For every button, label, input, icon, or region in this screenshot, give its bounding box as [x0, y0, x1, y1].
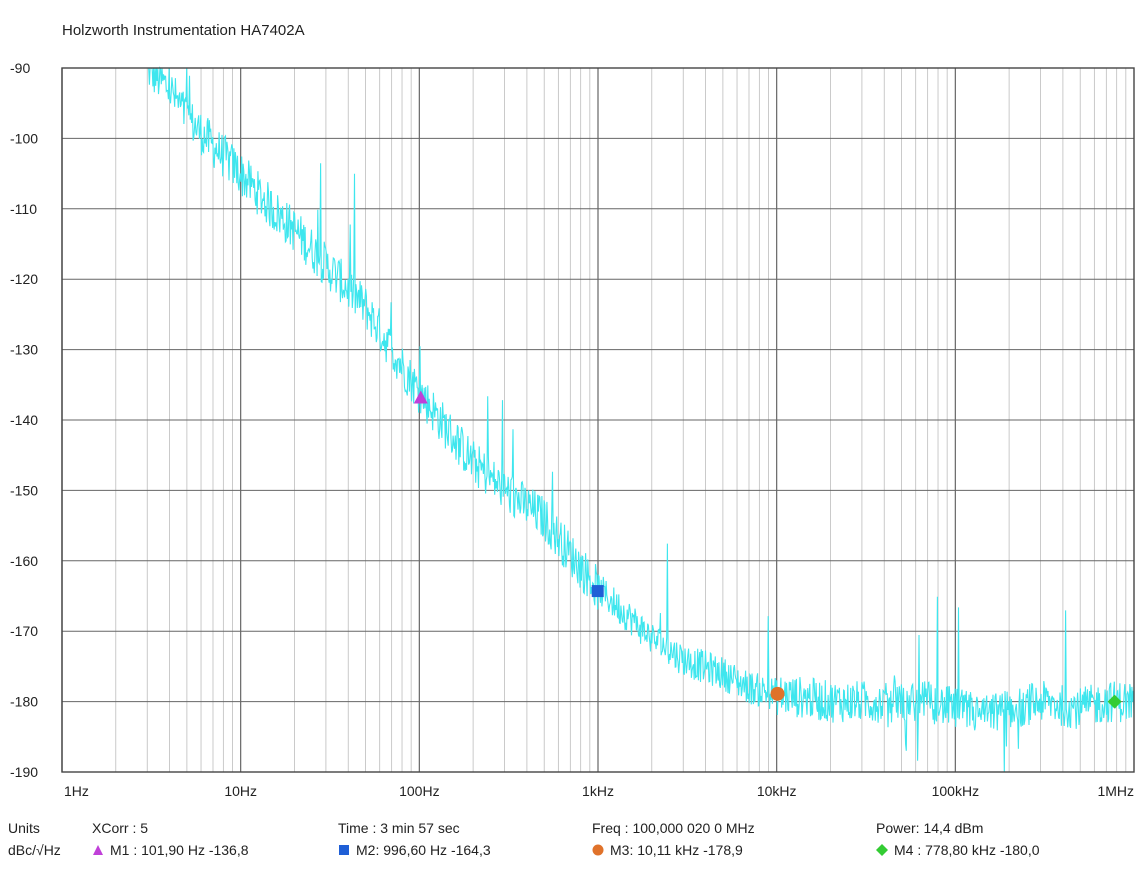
y-tick-label: -150: [10, 482, 38, 498]
m1-text: M1 : 101,90 Hz -136,8: [110, 842, 249, 858]
m4-readout: M4 : 778,80 kHz -180,0: [876, 842, 1040, 858]
grid-lines: [61, 67, 1134, 773]
y-tick-label: -170: [10, 623, 38, 639]
freq-readout: Freq : 100,000 020 0 MHz: [592, 820, 755, 836]
diamond-marker-icon: [876, 844, 888, 856]
y-tick-label: -140: [10, 412, 38, 428]
y-tick-label: -120: [10, 271, 38, 287]
plot-frame: [61, 67, 1135, 773]
x-tick-label: 1kHz: [582, 783, 614, 799]
x-tick-labels: 1Hz 10Hz 100Hz 1kHz 10kHz 100kHz 1MHz: [64, 783, 1134, 799]
x-tick-label: 10Hz: [224, 783, 257, 799]
x-tick-label: 100Hz: [399, 783, 439, 799]
m3-readout: M3: 10,11 kHz -178,9: [592, 842, 743, 858]
marker-m2: [591, 585, 604, 598]
marker-group: [413, 390, 1122, 709]
units-label: Units: [8, 820, 40, 836]
xcorr-readout: XCorr : 5: [92, 820, 149, 836]
units-value: dBc/√Hz: [8, 842, 61, 858]
y-tick-label: -190: [10, 764, 38, 780]
m2-readout: M2: 996,60 Hz -164,3: [338, 842, 491, 858]
series-line: [147, 66, 1135, 773]
x-tick-label: 100kHz: [932, 783, 979, 799]
y-tick-label: -130: [10, 342, 38, 358]
x-tick-label: 1MHz: [1097, 783, 1134, 799]
m4-text: M4 : 778,80 kHz -180,0: [894, 842, 1040, 858]
y-tick-label: -110: [10, 201, 37, 217]
triangle-marker-icon: [93, 845, 103, 855]
circle-marker-icon: [592, 844, 604, 856]
m1-readout: M1 : 101,90 Hz -136,8: [92, 842, 249, 858]
chart-title: Holzworth Instrumentation HA7402A: [62, 22, 305, 39]
marker-m1: [413, 390, 428, 404]
m3-text: M3: 10,11 kHz -178,9: [610, 842, 743, 858]
y-tick-label: -90: [10, 60, 30, 76]
series-group: [147, 66, 1135, 773]
y-tick-labels: -90 -100 -110 -120 -130 -140 -150 -160 -170 -180 -…: [10, 60, 38, 780]
y-tick-label: -180: [10, 694, 38, 710]
square-marker-icon: [339, 845, 349, 855]
y-tick-label: -160: [10, 553, 38, 569]
m2-text: M2: 996,60 Hz -164,3: [356, 842, 491, 858]
x-tick-label: 10kHz: [757, 783, 797, 799]
phase-noise-plot: -90 -100 -110 -120 -130 -140 -150 -160 -170 -180 -…: [10, 60, 1135, 799]
marker-m3: [770, 686, 785, 701]
power-readout: Power: 14,4 dBm: [876, 820, 984, 836]
marker-m4: [1107, 694, 1122, 709]
x-tick-label: 1Hz: [64, 783, 89, 799]
y-tick-label: -100: [10, 130, 38, 146]
time-readout: Time : 3 min 57 sec: [338, 820, 460, 836]
